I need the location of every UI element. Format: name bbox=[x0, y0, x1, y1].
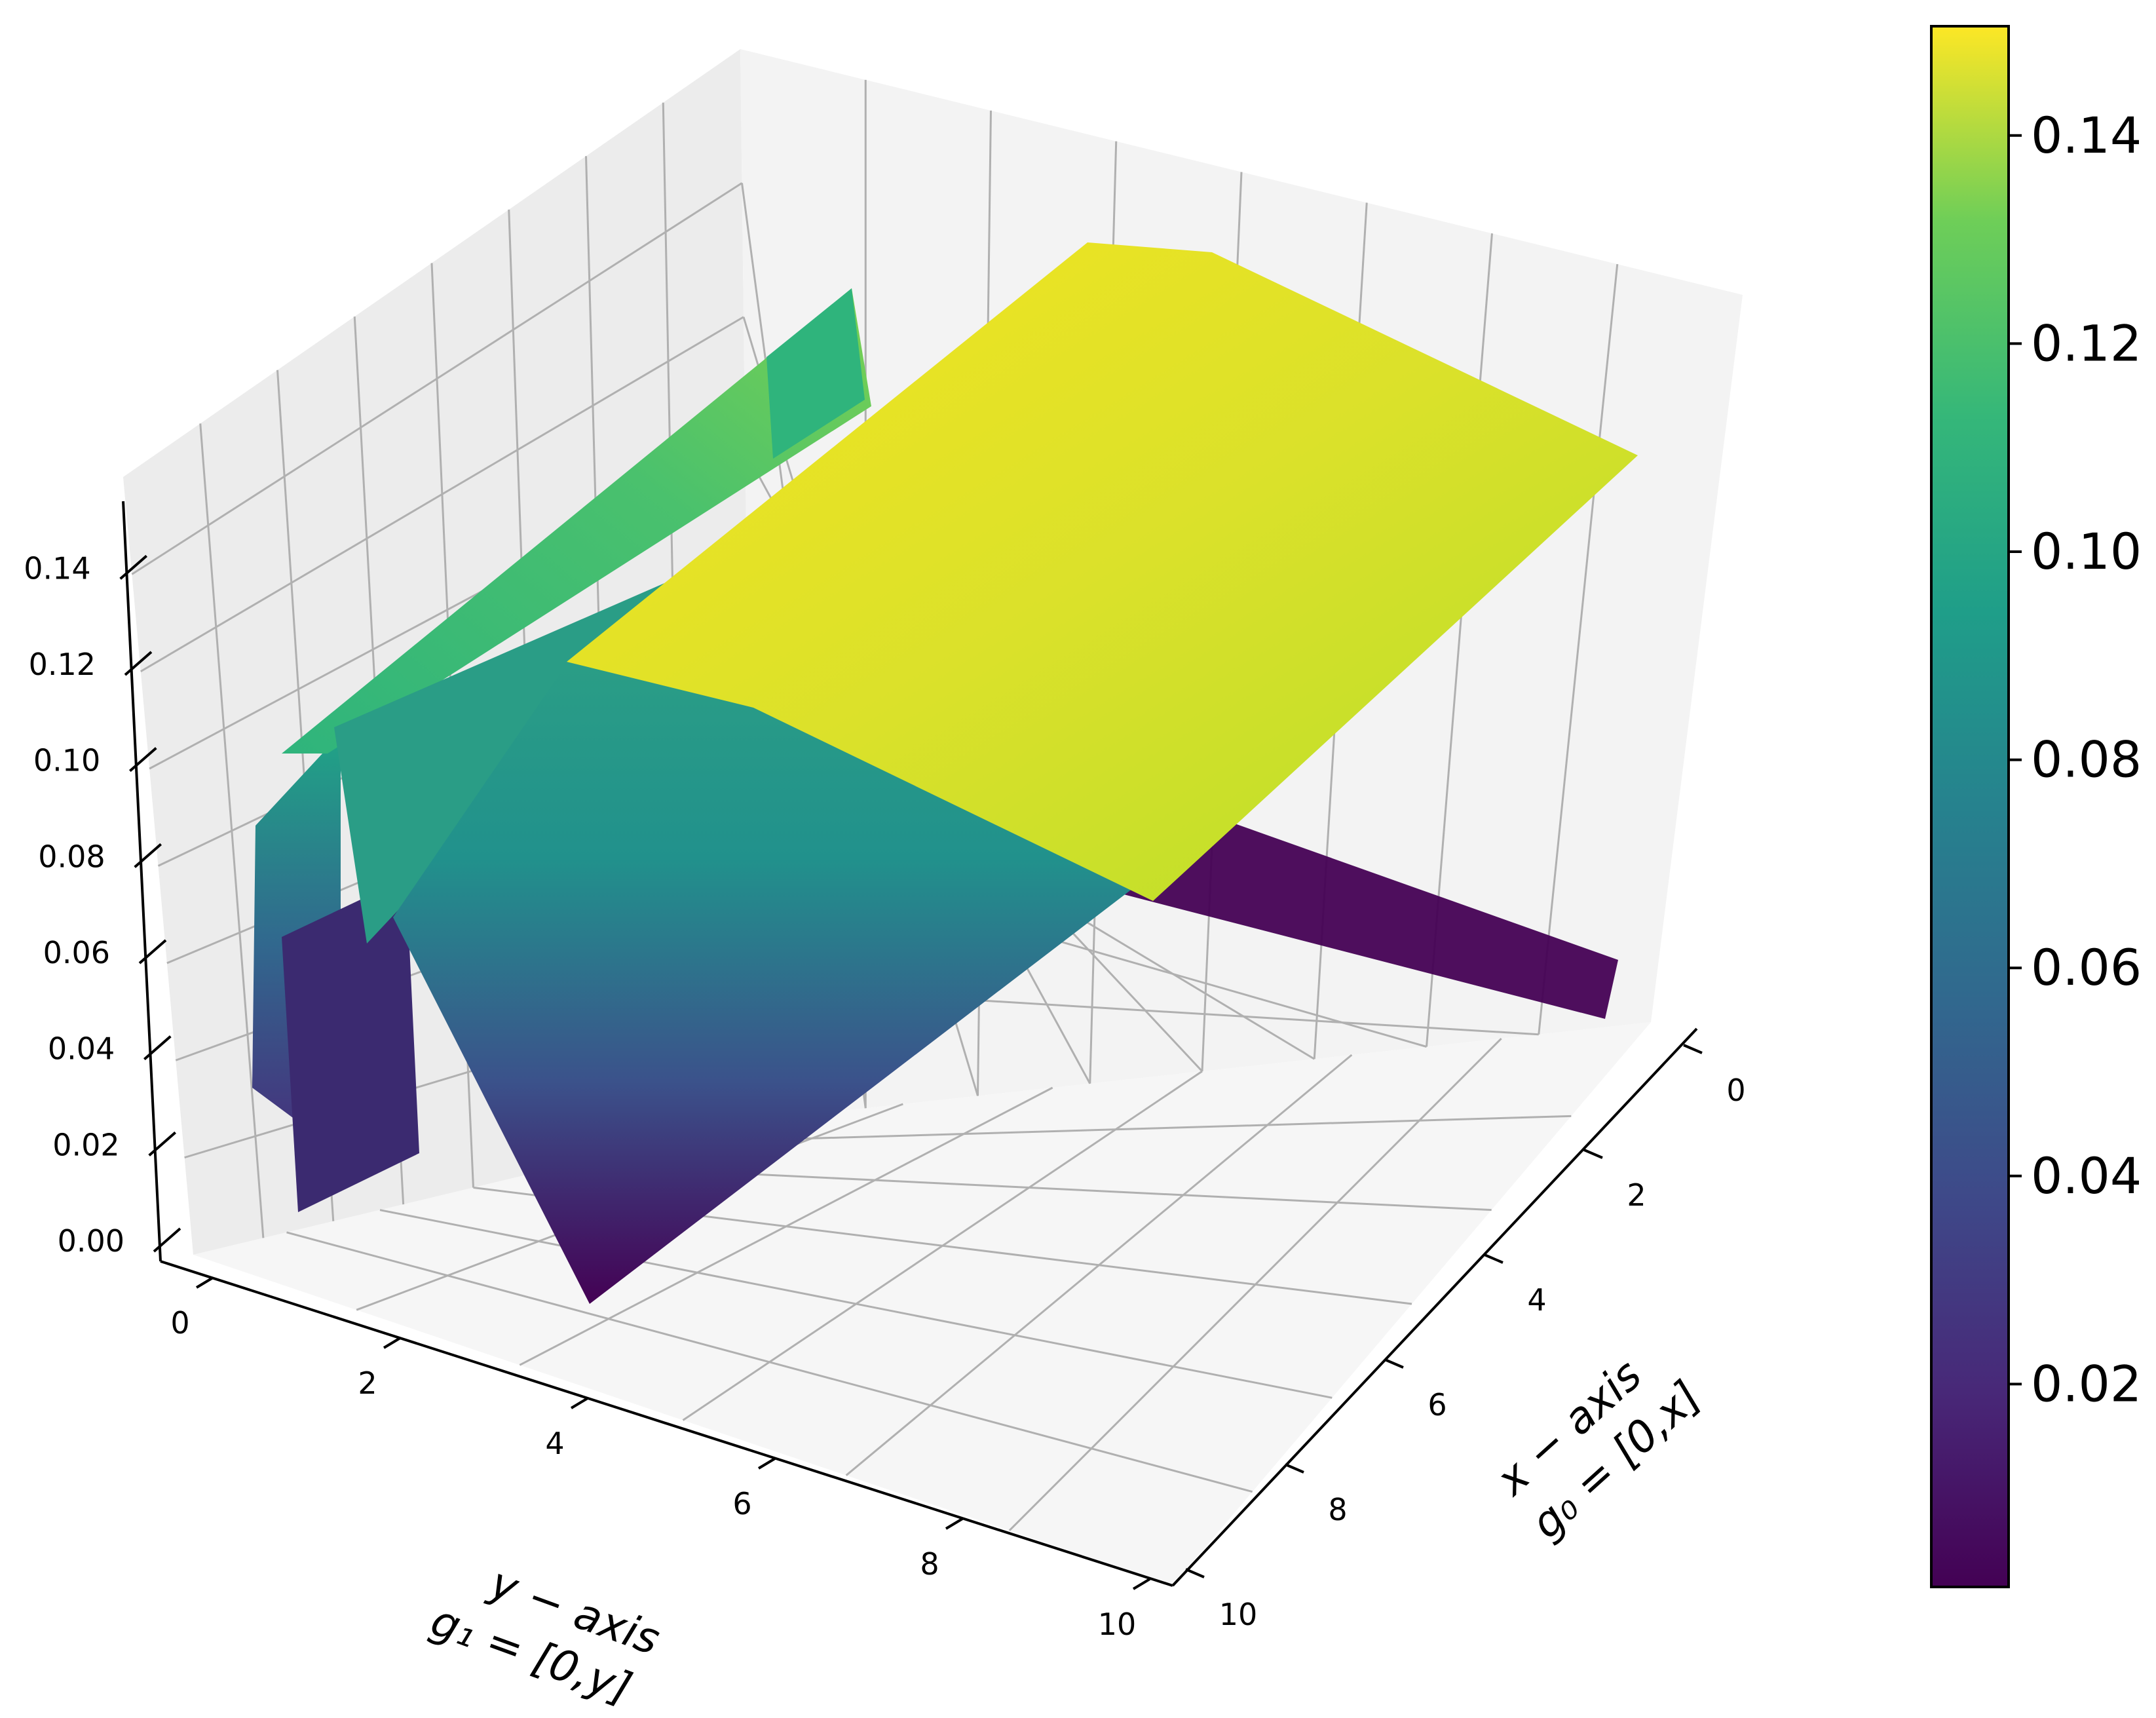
y-axis-ticks: 0 2 4 6 8 10 bbox=[170, 1276, 1151, 1642]
z-tick-mark bbox=[148, 1131, 176, 1156]
data-surfaces bbox=[252, 242, 1638, 1304]
x-tick-mark bbox=[1384, 1358, 1404, 1369]
z-tick-label: 0.08 bbox=[38, 839, 105, 874]
colorbar: 0.02 0.04 0.06 0.08 0.10 0.12 0.14 bbox=[1930, 25, 2142, 1588]
y-axis-line bbox=[160, 1260, 1173, 1587]
y-tick-label: 4 bbox=[545, 1426, 564, 1461]
gridline bbox=[1538, 263, 1619, 1035]
y-tick-mark bbox=[1132, 1578, 1151, 1590]
x-tick-mark bbox=[1583, 1149, 1603, 1159]
x-tick-mark bbox=[1683, 1044, 1703, 1054]
colorbar-tick-label: 0.10 bbox=[2031, 522, 2142, 581]
y-axis-label: y − axis g₁ = [0,y] bbox=[425, 1557, 666, 1714]
y-tick-mark bbox=[945, 1518, 964, 1530]
z-tick-mark bbox=[143, 1035, 172, 1061]
y-tick-label: 8 bbox=[920, 1546, 939, 1582]
colorbar-tick-label: 0.02 bbox=[2031, 1354, 2142, 1413]
x-tick-label: 2 bbox=[1627, 1177, 1646, 1213]
axis-lines bbox=[122, 501, 1698, 1587]
z-tick-mark bbox=[124, 651, 153, 676]
surface-ridge-fin bbox=[766, 288, 865, 459]
colorbar-tick-label: 0.06 bbox=[2031, 938, 2142, 997]
z-tick-label: 0.04 bbox=[48, 1031, 115, 1067]
gridline bbox=[286, 1231, 1253, 1493]
x-tick-label: 10 bbox=[1219, 1597, 1258, 1632]
colorbar-gradient bbox=[1930, 25, 2010, 1588]
y-tick-label: 2 bbox=[358, 1365, 377, 1401]
floor-pane bbox=[193, 1022, 1651, 1586]
y-tick-label: 6 bbox=[732, 1486, 751, 1521]
colorbar-ticks: 0.02 0.04 0.06 0.08 0.10 0.12 0.14 bbox=[2009, 106, 2142, 1413]
z-tick-label: 0.12 bbox=[29, 647, 96, 682]
z-tick-label: 0.14 bbox=[24, 550, 90, 586]
x-tick-label: 4 bbox=[1527, 1282, 1546, 1318]
x-tick-label: 0 bbox=[1726, 1073, 1745, 1108]
z-axis-ticks: 0.00 0.02 0.04 0.06 0.08 0.10 0.12 0.14 bbox=[24, 550, 181, 1259]
z-tick-mark bbox=[138, 939, 167, 964]
y-tick-label: 10 bbox=[1098, 1607, 1137, 1642]
z-tick-mark bbox=[119, 554, 147, 580]
y-tick-label: 0 bbox=[170, 1305, 189, 1341]
y-tick-mark bbox=[195, 1276, 214, 1289]
x-axis-ticks: 0 2 4 6 8 10 bbox=[1185, 1044, 1746, 1632]
x-tick-label: 6 bbox=[1428, 1387, 1447, 1422]
x-tick-mark bbox=[1185, 1568, 1205, 1578]
colorbar-tick-label: 0.12 bbox=[2031, 314, 2142, 372]
colorbar-tick-label: 0.08 bbox=[2031, 731, 2142, 789]
colorbar-tick-label: 0.04 bbox=[2031, 1147, 2142, 1205]
z-tick-mark bbox=[153, 1227, 181, 1253]
z-tick-label: 0.00 bbox=[58, 1223, 124, 1259]
x-tick-mark bbox=[1285, 1463, 1304, 1474]
colorbar-tick-label: 0.14 bbox=[2031, 106, 2142, 164]
z-tick-label: 0.02 bbox=[52, 1127, 119, 1162]
z-tick-mark bbox=[134, 843, 162, 868]
surface-back-ridge bbox=[282, 288, 871, 754]
y-tick-mark bbox=[757, 1457, 776, 1470]
z-tick-label: 0.10 bbox=[33, 743, 100, 778]
surface-left-curtain-b bbox=[282, 878, 419, 1212]
surface-descending-sheet bbox=[393, 668, 1146, 1304]
x-axis-line bbox=[1171, 1027, 1698, 1587]
surface-plateau bbox=[567, 242, 1638, 901]
y-tick-mark bbox=[383, 1337, 402, 1349]
x-tick-label: 8 bbox=[1328, 1492, 1347, 1527]
z-tick-label: 0.06 bbox=[43, 935, 110, 970]
z-tick-mark bbox=[129, 747, 157, 773]
x-axis-label: x − axis g₀ = [0,x] bbox=[1486, 1350, 1711, 1549]
x-tick-mark bbox=[1484, 1253, 1504, 1264]
y-tick-mark bbox=[570, 1397, 589, 1409]
z-axis-line bbox=[122, 501, 162, 1262]
